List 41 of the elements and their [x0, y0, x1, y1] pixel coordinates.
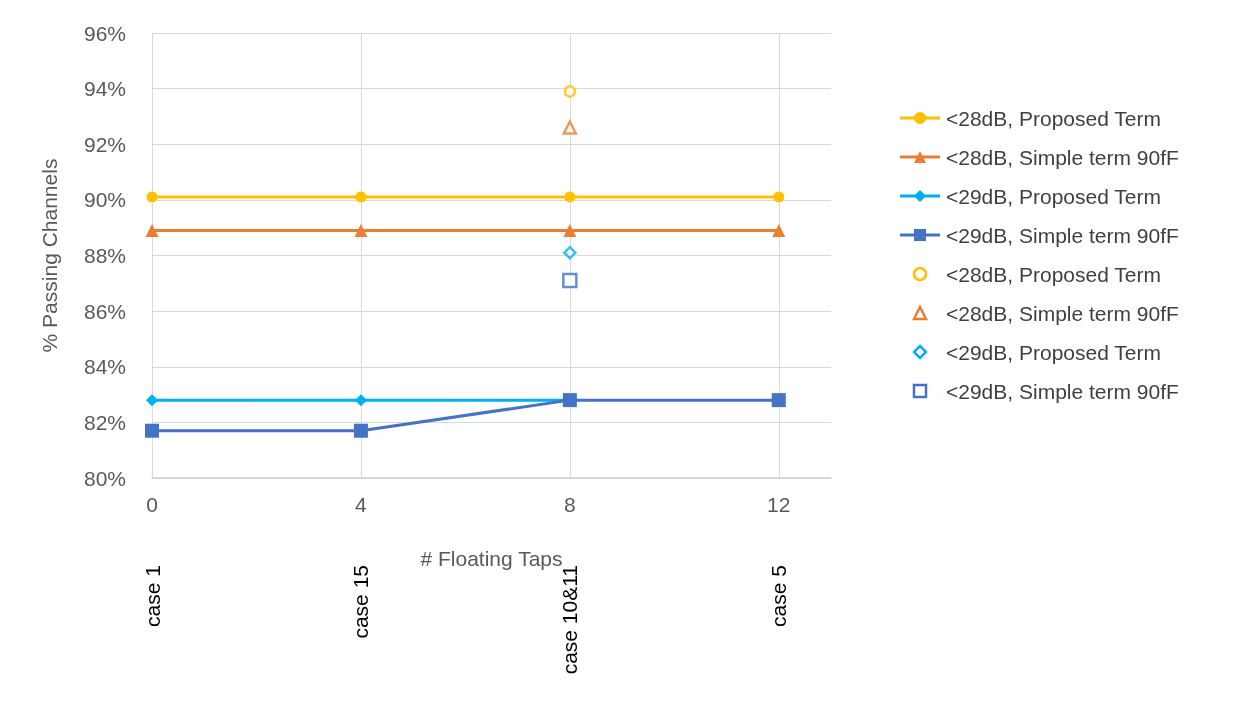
y-tick-label: 88% [83, 244, 126, 267]
text: case 5 [767, 565, 791, 627]
x-tick-label: 4 [355, 493, 368, 516]
text: case 15 [349, 565, 373, 639]
legend-label: <29dB, Proposed Term [946, 184, 1161, 208]
point [563, 245, 577, 260]
point [146, 191, 158, 203]
x-tick-label: 12 [767, 493, 791, 516]
point [772, 223, 786, 237]
point [562, 272, 578, 289]
point [563, 85, 577, 98]
y-tick-label: 94% [83, 77, 126, 101]
legend-label: <28dB, Proposed Term [946, 262, 1161, 286]
legend-label: <29dB, Proposed Term [946, 340, 1161, 364]
legend-label: <29dB, Simple term 90fF [946, 223, 1179, 247]
point [563, 223, 577, 237]
point [355, 191, 367, 203]
point [146, 394, 158, 407]
point [562, 120, 578, 135]
point [564, 191, 576, 203]
point [773, 191, 785, 203]
text: case 1 [140, 565, 164, 627]
y-tick-label: 84% [83, 355, 126, 379]
legend-label: <28dB, Proposed Term [946, 106, 1161, 130]
legend-label: <28dB, Simple term 90fF [946, 145, 1179, 169]
y-tick-label: 86% [83, 299, 126, 323]
y-tick-label: 92% [83, 132, 126, 156]
y-tick-label: 80% [83, 466, 126, 490]
legend-label: <29dB, Simple term 90fF [946, 379, 1179, 403]
point [145, 223, 159, 237]
point [354, 223, 368, 237]
x-tick-label: 8 [564, 493, 576, 516]
legend-label: <28dB, Simple term 90fF [946, 301, 1179, 325]
y-tick-label: 82% [83, 410, 126, 434]
x-tick-label: 0 [146, 493, 158, 516]
y-axis-title: % Passing Channels [38, 158, 61, 353]
point [771, 393, 786, 408]
y-tick-label: 96% [83, 21, 126, 45]
point [353, 423, 368, 438]
y-tick-label: 90% [83, 188, 126, 212]
point [145, 423, 159, 438]
